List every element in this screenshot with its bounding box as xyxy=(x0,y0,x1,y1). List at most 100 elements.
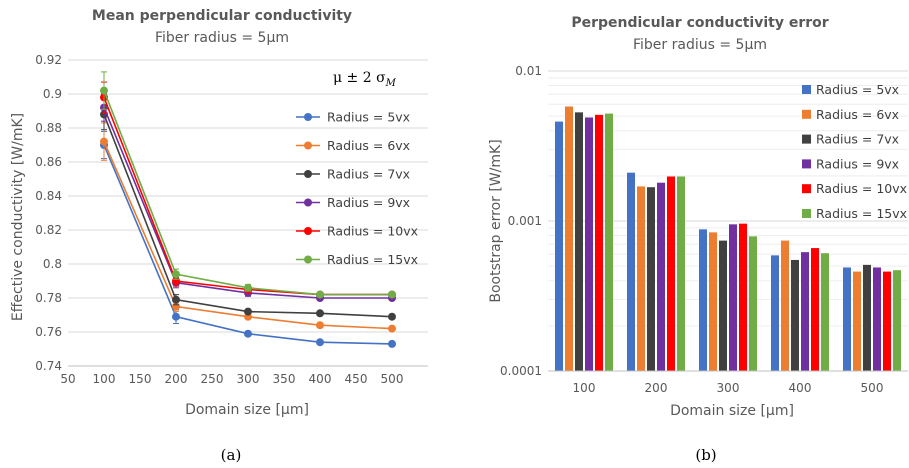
legend-marker xyxy=(304,198,312,207)
bar xyxy=(853,271,861,371)
y-tick-label: 0.76 xyxy=(35,325,62,339)
chart-a-xlabel: Domain size [µm] xyxy=(185,402,309,418)
legend-label: Radius = 9vx xyxy=(816,156,899,171)
bar xyxy=(627,172,635,371)
x-tick-label: 400 xyxy=(789,381,812,395)
bar xyxy=(821,253,829,371)
y-tick-label: 0.78 xyxy=(35,291,62,305)
bar xyxy=(729,224,737,371)
chart-a-plot: 0.74 0.76 0.78 0.8 0.82 0.84 0.86 0.88 0.9 0.92 50… xyxy=(35,53,428,386)
bar xyxy=(749,236,757,371)
y-tick-label: 0.01 xyxy=(515,64,542,78)
data-point xyxy=(388,312,396,321)
legend-label: Radius = 10vx xyxy=(816,181,907,196)
data-point xyxy=(388,339,396,348)
legend-swatch xyxy=(802,85,811,94)
chart-b-plot: 0.0001 0.001 0.01 100 200 300 400 500 xyxy=(500,64,908,395)
legend-label: Radius = 10vx xyxy=(327,224,418,239)
legend-marker xyxy=(304,255,312,264)
y-tick-label: 0.0001 xyxy=(500,364,542,378)
x-tick-label: 500 xyxy=(861,381,884,395)
legend-swatch xyxy=(802,109,811,119)
data-point xyxy=(244,329,252,338)
legend-swatch xyxy=(802,159,811,169)
bar xyxy=(801,252,809,371)
legend-label: Radius = 15vx xyxy=(816,206,907,221)
data-point xyxy=(172,270,180,279)
legend-label: Radius = 5vx xyxy=(816,82,899,97)
bar xyxy=(637,186,645,371)
bar xyxy=(595,114,603,371)
bar xyxy=(873,267,881,371)
y-tick-label: 0.001 xyxy=(508,214,542,228)
bar xyxy=(555,121,563,371)
legend-marker xyxy=(304,113,312,121)
x-tick-label: 300 xyxy=(717,381,740,395)
chart-a-ylabel: Effective conductivity [W/mK] xyxy=(10,113,26,321)
y-tick-label: 0.8 xyxy=(43,257,62,271)
legend-swatch xyxy=(802,134,811,144)
legend-marker xyxy=(304,141,312,150)
annotation-main: μ ± 2 σ xyxy=(333,70,386,86)
x-tick-label: 300 xyxy=(237,372,260,386)
data-point xyxy=(244,283,252,292)
x-tick-label: 250 xyxy=(201,372,224,386)
data-point xyxy=(316,309,324,318)
data-point xyxy=(172,312,180,321)
data-point xyxy=(388,290,396,299)
bar xyxy=(677,176,685,371)
bar xyxy=(719,240,727,371)
bar xyxy=(883,271,891,371)
x-tick-label: 400 xyxy=(309,372,332,386)
y-tick-label: 0.9 xyxy=(43,87,62,101)
data-point xyxy=(388,324,396,333)
bar xyxy=(739,223,747,371)
y-tick-label: 0.82 xyxy=(35,223,62,237)
bar xyxy=(781,240,789,371)
chart-a-subtitle: Fiber radius = 5µm xyxy=(155,30,289,46)
x-tick-label: 450 xyxy=(345,372,368,386)
data-point xyxy=(244,307,252,316)
legend-label: Radius = 5vx xyxy=(327,110,410,125)
y-tick-label: 0.74 xyxy=(35,359,62,373)
chart-a-legend: Radius = 5vx Radius = 6vx Radius = 7vx Radi… xyxy=(296,110,418,267)
bar xyxy=(605,113,613,372)
legend-label: Radius = 15vx xyxy=(327,252,418,267)
bar xyxy=(657,182,665,371)
legend-label: Radius = 6vx xyxy=(327,138,410,153)
bar xyxy=(893,270,901,371)
legend-marker xyxy=(304,170,312,178)
data-point xyxy=(100,137,108,146)
legend-label: Radius = 7vx xyxy=(327,167,410,182)
x-tick-label: 200 xyxy=(165,372,188,386)
chart-b-legend: Radius = 5vx Radius = 6vx Radius = 7vx Radi… xyxy=(802,82,907,221)
legend-marker xyxy=(304,227,312,235)
chart-a-annotation: μ ± 2 σM xyxy=(333,70,397,89)
annotation-subscript: M xyxy=(385,78,397,89)
data-point xyxy=(316,321,324,330)
chart-a-title: Mean perpendicular conductivity xyxy=(92,8,352,24)
bar xyxy=(771,255,779,371)
y-tick-label: 0.88 xyxy=(35,121,62,135)
chart-a-caption: (a) xyxy=(221,446,242,464)
bar xyxy=(647,187,655,371)
chart-b-ylabel: Bootstrap error [W/mK] xyxy=(488,139,504,302)
bar xyxy=(709,232,717,371)
bar xyxy=(791,259,799,371)
x-tick-label: 350 xyxy=(273,372,296,386)
legend-label: Radius = 7vx xyxy=(816,132,899,147)
bar xyxy=(811,248,819,371)
bar xyxy=(565,106,573,371)
x-tick-label: 100 xyxy=(93,372,116,386)
y-tick-label: 0.84 xyxy=(35,189,62,203)
bar xyxy=(575,112,583,372)
x-tick-label: 50 xyxy=(60,372,75,386)
bar xyxy=(667,176,675,371)
bar xyxy=(585,117,593,372)
chart-b-caption: (b) xyxy=(695,446,716,464)
x-tick-label: 500 xyxy=(381,372,404,386)
x-tick-label: 100 xyxy=(573,381,596,395)
legend-swatch xyxy=(802,209,811,218)
chart-b-title: Perpendicular conductivity error xyxy=(571,15,828,31)
